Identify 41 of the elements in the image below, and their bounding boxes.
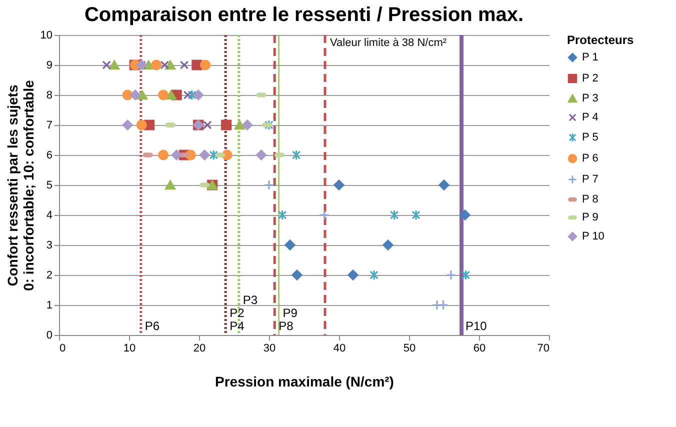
legend-label: P 10 <box>582 230 604 242</box>
legend-label: P 4 <box>582 112 598 124</box>
x-tick-label: 60 <box>473 342 486 354</box>
ref-line-label: P9 <box>282 306 298 320</box>
y-tick-label: 4 <box>46 210 52 222</box>
chart-title: Comparaison entre le ressenti / Pression max. <box>84 4 524 26</box>
ref-line-label: P2 <box>230 306 245 320</box>
y-tick-label: 7 <box>46 120 52 132</box>
ref-line-label: P3 <box>242 293 258 307</box>
legend-label: P 7 <box>582 174 598 186</box>
y-tick-label: 2 <box>46 270 52 282</box>
legend-label: P 1 <box>582 52 598 64</box>
y-tick-label: 6 <box>46 150 52 162</box>
ref-line-label: P6 <box>144 319 160 333</box>
annotation: Valeur limite à 38 N/cm² <box>330 37 447 49</box>
legend-title: Protecteurs <box>567 33 634 47</box>
x-axis-title: Pression maximale (N/cm²) <box>215 374 394 390</box>
legend-label: P 5 <box>582 132 598 144</box>
x-tick-label: 50 <box>403 342 416 354</box>
y-tick-label: 8 <box>46 90 52 102</box>
ref-line-label: P8 <box>278 319 294 333</box>
x-tick-label: 0 <box>60 342 66 354</box>
legend-label: P 6 <box>582 152 598 164</box>
y-tick-label: 3 <box>46 240 52 252</box>
y-axis-title: Confort ressenti par les sujets 0: incorfortable; 10: confortable <box>4 80 36 291</box>
x-tick-label: 30 <box>263 342 276 354</box>
y-tick-label: 0 <box>46 330 52 342</box>
y-tick-label: 5 <box>46 180 52 192</box>
y-tick-label: 9 <box>46 60 52 72</box>
x-tick-label: 10 <box>123 342 136 354</box>
x-tick-label: 70 <box>537 342 550 354</box>
ref-line-label: P4 <box>230 319 245 333</box>
legend-label: P 3 <box>582 92 598 104</box>
y-tick-label: 10 <box>40 30 52 42</box>
x-tick-label: 40 <box>333 342 346 354</box>
ref-line-label: P10 <box>466 319 488 333</box>
legend-label: P 8 <box>582 194 598 206</box>
legend-label: P 2 <box>582 72 598 84</box>
legend-label: P 9 <box>582 212 598 224</box>
x-tick-label: 20 <box>193 342 206 354</box>
y-tick-label: 1 <box>46 300 52 312</box>
